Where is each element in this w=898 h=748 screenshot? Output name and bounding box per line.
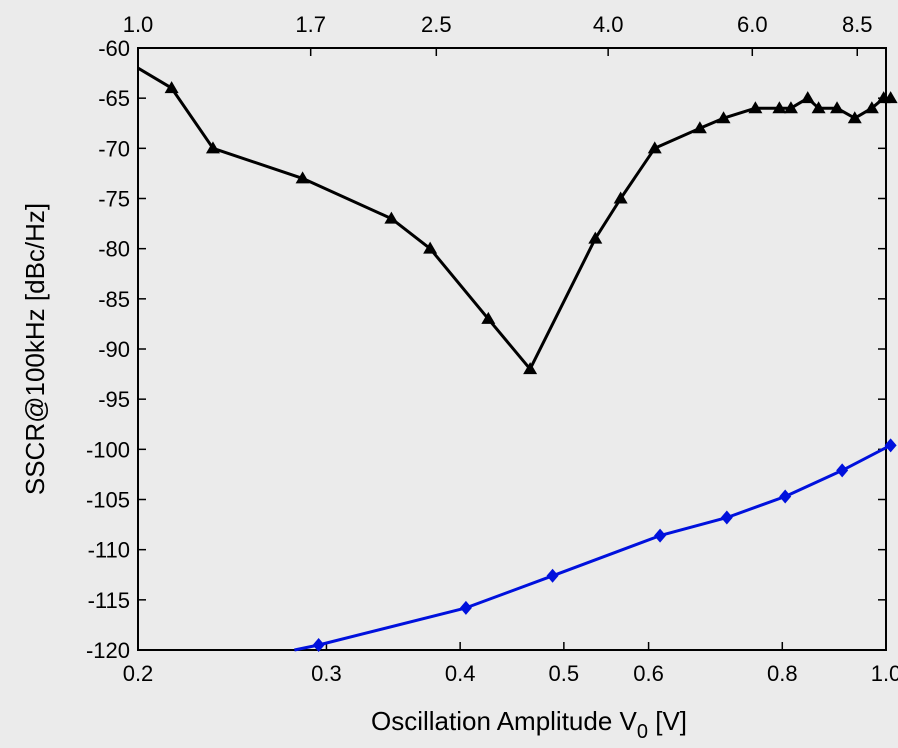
series-2-line <box>294 443 892 652</box>
y-tick-label: -90 <box>98 337 130 362</box>
x-top-tick-label: 8.5 <box>842 12 873 37</box>
series-1-point <box>692 121 707 134</box>
y-tick-label: -60 <box>98 36 130 61</box>
x-axis-title-subscript: 0 <box>637 721 648 743</box>
series-1-point <box>847 111 862 124</box>
x-top-tick-label: 1.7 <box>295 12 326 37</box>
x-top-tick-label: 4.0 <box>593 12 624 37</box>
y-tick-label: -100 <box>86 437 130 462</box>
series-1-point <box>772 101 787 114</box>
series-2-point <box>720 510 733 525</box>
series-1-point <box>205 141 220 154</box>
series-1-point <box>864 101 879 114</box>
series-1-point <box>523 362 538 375</box>
series-2-point <box>836 463 849 478</box>
series-1-point <box>883 91 898 104</box>
x-axis-title-main: Oscillation Amplitude V <box>371 706 638 736</box>
series-2-point <box>884 438 897 453</box>
series-1-point <box>830 101 845 114</box>
x-top-tick-label: 2.5 <box>421 12 452 37</box>
y-tick-label: -110 <box>88 538 130 563</box>
series-2-point <box>312 637 325 652</box>
series-1-point <box>783 101 798 114</box>
series-1-point <box>164 81 179 94</box>
y-tick-label: -95 <box>98 387 130 412</box>
y-tick-label: -75 <box>98 187 130 212</box>
series-1-point <box>295 171 310 184</box>
x-tick-label: 0.4 <box>445 661 476 686</box>
series-2-point <box>546 568 559 583</box>
axis-ticks <box>137 47 887 651</box>
x-tick-label: 0.6 <box>633 661 664 686</box>
y-tick-label: -80 <box>98 237 130 262</box>
series-1-line <box>137 66 891 371</box>
y-tick-label: -120 <box>86 638 130 663</box>
series-1-point <box>588 231 603 244</box>
y-tick-label: -115 <box>88 588 130 613</box>
series-1-point <box>613 191 628 204</box>
series-1-point <box>716 111 731 124</box>
series-1-point <box>748 101 763 114</box>
x-tick-label: 0.2 <box>123 661 154 686</box>
series-1-point <box>384 211 399 224</box>
x-tick-label: 0.5 <box>549 661 580 686</box>
x-axis-title-unit: [V] <box>648 706 687 736</box>
x-tick-label: 1.0 <box>871 661 898 686</box>
y-tick-label: -105 <box>86 488 130 513</box>
x-tick-label: 0.8 <box>767 661 798 686</box>
series-2-point <box>779 489 792 504</box>
y-tick-label: -70 <box>98 136 130 161</box>
y-tick-label: -65 <box>98 86 130 111</box>
series-1-point <box>481 311 496 324</box>
x-top-tick-label: 1.0 <box>123 12 154 37</box>
series-1-point <box>647 141 662 154</box>
x-top-tick-label: 6.0 <box>737 12 768 37</box>
y-tick-label: -85 <box>98 287 130 312</box>
series-layer <box>137 66 898 652</box>
x-tick-label: 0.3 <box>311 661 342 686</box>
tick-labels: -60 -65 -70 -75 -80 -85 -90 -95 -100 -105 -110 -115… <box>86 12 898 686</box>
series-1-point <box>811 101 826 114</box>
series-2-point <box>459 600 472 615</box>
y-axis-title: SSCR@100kHz [dBc/Hz] <box>20 203 50 495</box>
series-1-point <box>800 91 815 104</box>
series-1-point <box>423 241 438 254</box>
x-axis-title: Oscillation Amplitude V0 [V] <box>371 706 687 743</box>
series-2-point <box>654 528 667 543</box>
